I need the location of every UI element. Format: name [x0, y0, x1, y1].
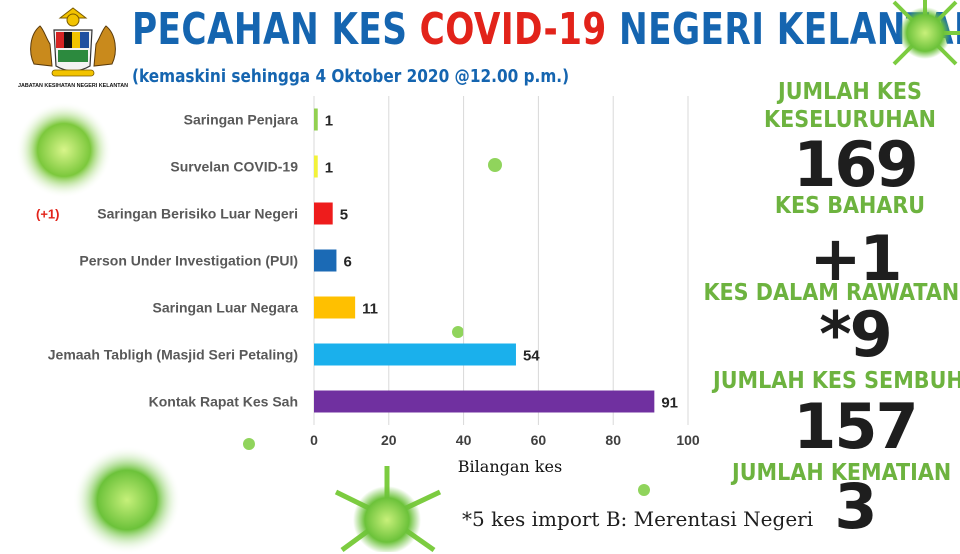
bar — [314, 155, 318, 178]
stat-value-deaths: 3 — [834, 470, 877, 543]
title-highlight: COVID-19 — [419, 4, 607, 55]
logo-caption: JABATAN KESIHATAN NEGERI KELANTAN — [18, 83, 128, 89]
tiger-left-icon — [30, 25, 53, 67]
data-label: 91 — [661, 395, 678, 412]
tiger-right-icon — [93, 25, 116, 67]
x-tick-label: 20 — [381, 432, 397, 448]
x-tick-label: 100 — [676, 432, 700, 448]
bar — [314, 202, 333, 225]
category-prefix-label: (+1) — [36, 207, 59, 222]
x-tick-label: 80 — [605, 432, 621, 448]
bar — [314, 390, 655, 413]
page-subtitle: (kemaskini sehingga 4 Oktober 2020 @12.0… — [132, 66, 570, 87]
category-label: Saringan Luar Negara — [153, 300, 299, 316]
category-label: Saringan Penjara — [184, 112, 299, 128]
stat-value-recovered: 157 — [793, 390, 918, 463]
bar — [314, 343, 516, 366]
page-title: PECAHAN KES COVID-19 NEGERI KELANTAN — [132, 4, 960, 55]
category-label: Saringan Berisiko Luar Negeri — [97, 206, 298, 222]
category-label: Person Under Investigation (PUI) — [79, 253, 298, 269]
virus-bottom-left-icon — [73, 446, 181, 554]
virus-top-right-icon — [892, 0, 960, 66]
data-label: 11 — [362, 301, 378, 318]
virus-small-dot-icon — [638, 484, 650, 496]
data-label: 54 — [523, 348, 540, 365]
virus-small-dot-icon — [243, 438, 255, 450]
x-tick-label: 0 — [310, 432, 318, 448]
bar — [314, 296, 356, 319]
coat-of-arms-logo: JABATAN KESIHATAN NEGERI KELANTAN — [14, 4, 132, 90]
title-part1: PECAHAN KES — [132, 4, 420, 55]
stat-label-treatment: KES DALAM RAWATAN — [703, 280, 960, 306]
data-label: 6 — [343, 254, 351, 271]
stat-value-new: +1 — [809, 222, 902, 295]
x-tick-label: 60 — [531, 432, 547, 448]
stat-value-total: 169 — [793, 128, 918, 201]
stat-label-total: JUMLAH KES KESELURUHAN — [764, 79, 936, 133]
stat-value-treatment: *9 — [819, 298, 893, 371]
virus-small-dot-icon — [488, 158, 502, 172]
bar — [314, 249, 337, 272]
category-label: Jemaah Tabligh (Masjid Seri Petaling) — [48, 347, 298, 363]
bar — [314, 108, 318, 131]
category-label: Survelan COVID-19 — [170, 159, 298, 175]
virus-small-dot-icon — [452, 326, 464, 338]
virus-left-icon — [16, 102, 112, 198]
x-axis-label: Bilangan kes — [458, 457, 562, 476]
bar-chart: 0 20 40 60 80 100 Saringan Penjara 1 Survelan CO… — [36, 96, 700, 476]
category-label: Kontak Rapat Kes Sah — [149, 394, 298, 410]
x-tick-label: 40 — [456, 432, 472, 448]
stat-label-recovered: JUMLAH KES SEMBUH — [713, 368, 960, 394]
stat-label-deaths: JUMLAH KEMATIAN — [732, 460, 952, 486]
stat-label-new: KES BAHARU — [774, 193, 926, 219]
data-label: 1 — [325, 160, 333, 177]
data-label: 5 — [340, 207, 348, 224]
footnote: *5 kes import B: Merentasi Negeri — [462, 507, 814, 531]
data-label: 1 — [325, 113, 333, 130]
